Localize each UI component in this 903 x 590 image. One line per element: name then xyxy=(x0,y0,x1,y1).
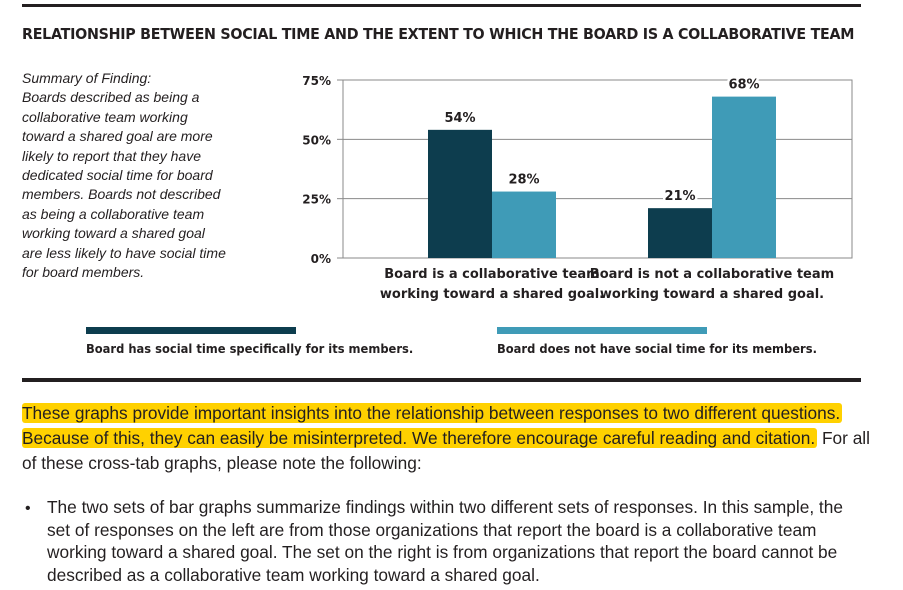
summary-of-finding: Summary of Finding: Boards described as b… xyxy=(22,69,242,282)
summary-line: likely to report that they have xyxy=(22,147,201,164)
x-category-label: Board is not a collaborative team xyxy=(590,267,834,282)
summary-line: toward a shared goal are more xyxy=(22,128,213,145)
chart-title: RELATIONSHIP BETWEEN SOCIAL TIME AND THE… xyxy=(22,25,855,43)
bar xyxy=(712,96,776,258)
x-category-label: working toward a shared goal. xyxy=(380,287,604,302)
bar xyxy=(428,129,492,258)
highlighted-caution-text: These graphs provide important insights … xyxy=(22,403,843,448)
caution-followup-text: For all of these cross-tab graphs, pleas… xyxy=(22,428,870,473)
y-tick-label: 50% xyxy=(302,133,331,147)
bullet-paragraph: The two sets of bar graphs summarize fin… xyxy=(47,497,843,585)
plot-frame xyxy=(342,79,853,259)
summary-line: collaborative team working xyxy=(22,108,188,125)
summary-line: dedicated social time for board xyxy=(22,167,213,184)
data-label: 28% xyxy=(508,173,539,188)
summary-heading: Summary of Finding: xyxy=(22,70,152,86)
legend-label-social-time: Board has social time specifically for i… xyxy=(86,341,414,356)
top-rule xyxy=(22,4,861,7)
legend-label-no-social-time: Board does not have social time for its … xyxy=(497,341,817,356)
data-label: 54% xyxy=(444,111,475,126)
y-tick-label: 25% xyxy=(302,193,331,207)
summary-line: as being a collaborative team xyxy=(22,205,205,222)
bar xyxy=(648,208,712,258)
summary-line: Boards described as being a xyxy=(22,89,200,106)
bar xyxy=(492,191,556,258)
summary-line: are less likely to have social time xyxy=(22,244,226,261)
y-tick-label: 0% xyxy=(311,252,331,266)
bullet-marker: • xyxy=(25,500,31,517)
y-tick-label: 75% xyxy=(302,74,331,88)
x-category-label: working toward a shared goal. xyxy=(600,287,824,302)
legend-swatch-no-social-time xyxy=(497,327,707,334)
bar-chart: 0% 25% 50% 75% 54% 28% Board is a collaborativ… xyxy=(302,74,853,302)
x-category-label: Board is a collaborative team xyxy=(384,267,599,282)
data-label: 68% xyxy=(728,78,759,93)
caution-paragraph: These graphs provide important insights … xyxy=(22,401,872,476)
legend-swatch-social-time xyxy=(86,327,296,334)
data-label: 21% xyxy=(664,189,695,204)
summary-line: for board members. xyxy=(22,264,145,281)
section-divider xyxy=(22,378,861,382)
summary-line: working toward a shared goal xyxy=(22,225,205,242)
summary-line: members. Boards not described xyxy=(22,186,221,203)
